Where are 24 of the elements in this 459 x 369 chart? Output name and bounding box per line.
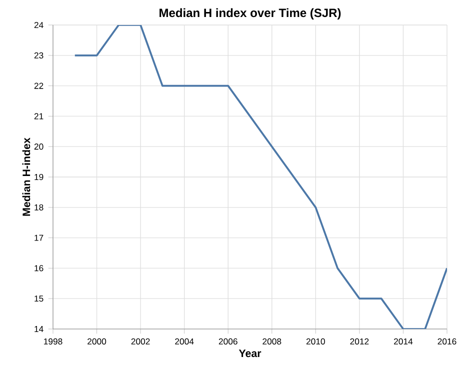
y-tick-label: 19 — [34, 174, 44, 180]
x-tick-label: 1998 — [44, 338, 62, 345]
y-tick-label: 15 — [34, 296, 44, 302]
x-tick-label: 2004 — [175, 338, 194, 345]
y-tick-label: 24 — [34, 22, 44, 28]
x-tick-label: 2000 — [88, 338, 106, 345]
x-tick-label: 2016 — [438, 338, 456, 345]
y-tick-label: 21 — [34, 113, 44, 120]
y-tick-label: 20 — [34, 144, 44, 150]
x-tick-label: 2002 — [131, 338, 150, 345]
y-tick-label: 22 — [34, 82, 44, 89]
x-tick-label: 2006 — [218, 338, 238, 345]
x-tick-label: 2008 — [262, 338, 282, 345]
x-axis-title: Year — [238, 350, 262, 358]
y-tick-label: 16 — [34, 265, 44, 272]
y-tick-label: 14 — [34, 326, 44, 332]
y-axis-title: Median H-index — [22, 138, 30, 216]
x-tick-label: 2014 — [394, 338, 413, 345]
y-tick-label: 17 — [34, 234, 44, 241]
y-tick-label: 18 — [34, 204, 44, 210]
x-tick-label: 2010 — [306, 338, 325, 345]
x-tick-label: 2012 — [350, 338, 369, 345]
chart-title: Median H index over Time (SJR) — [160, 8, 341, 20]
y-tick-label: 23 — [34, 52, 44, 58]
